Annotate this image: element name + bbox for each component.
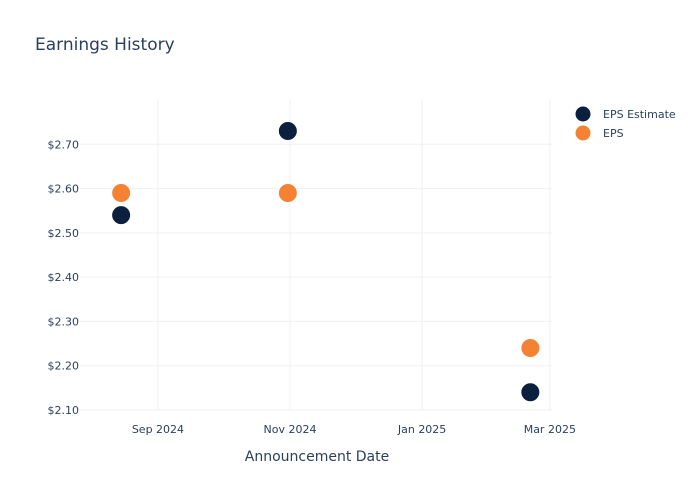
y-tick-label: $2.10: [48, 404, 80, 417]
x-tick-label: Jan 2025: [397, 423, 446, 436]
legend-label: EPS: [603, 127, 624, 140]
legend-marker: [574, 105, 592, 123]
legend-item-eps[interactable]: EPS: [574, 124, 624, 142]
point-eps-estimate[interactable]: [520, 382, 541, 403]
legend-item-eps-estimate[interactable]: EPS Estimate: [574, 105, 676, 123]
x-axis-label: Announcement Date: [245, 449, 389, 465]
y-tick-label: $2.20: [48, 360, 80, 373]
y-tick-label: $2.60: [48, 183, 80, 196]
data-points: [111, 121, 541, 403]
x-axis-ticks: Sep 2024 Nov 2024 Jan 2025 Mar 2025: [132, 423, 576, 436]
legend-label: EPS Estimate: [603, 108, 676, 121]
point-eps[interactable]: [111, 183, 132, 203]
y-axis-ticks: $2.10 $2.20 $2.30 $2.40 $2.50 $2.60 $2.70: [48, 138, 80, 417]
point-eps[interactable]: [277, 183, 298, 203]
grid-lines: [80, 100, 552, 411]
y-tick-label: $2.30: [48, 315, 80, 328]
x-tick-label: Nov 2024: [264, 423, 317, 436]
point-eps-estimate[interactable]: [111, 205, 132, 226]
legend[interactable]: EPS Estimate EPS: [574, 105, 676, 142]
legend-marker: [574, 124, 592, 142]
point-eps[interactable]: [520, 338, 541, 358]
y-tick-label: $2.70: [48, 138, 80, 151]
x-tick-label: Sep 2024: [132, 423, 184, 436]
point-eps-estimate[interactable]: [277, 121, 298, 141]
chart-title: Earnings History: [35, 35, 175, 55]
y-tick-label: $2.40: [48, 271, 80, 284]
y-tick-label: $2.50: [48, 227, 80, 240]
x-tick-label: Mar 2025: [524, 423, 576, 436]
